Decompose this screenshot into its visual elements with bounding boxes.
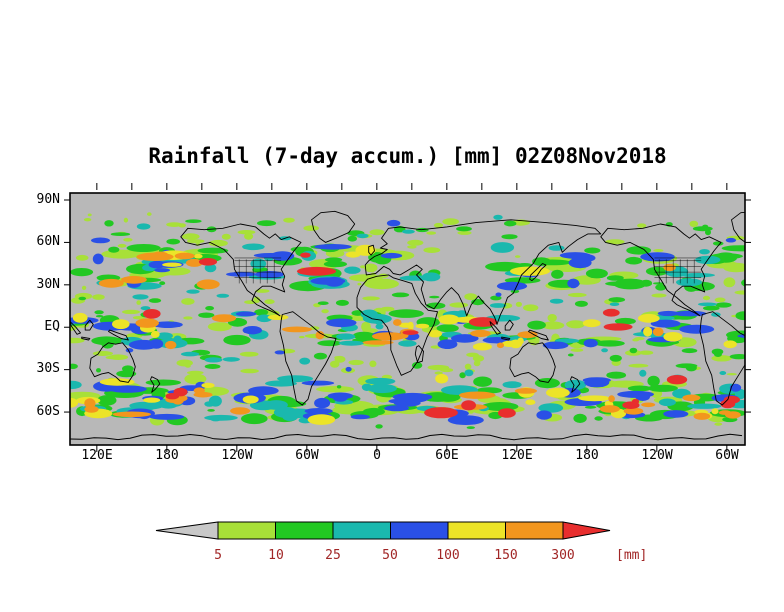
world-rainfall-map [64,183,751,452]
lon-tick-label: 180 [575,448,599,463]
lat-tick-label: 60S [36,404,60,419]
lon-tick-label: 120W [221,448,253,463]
lon-tick-label: 120W [641,448,673,463]
colorbar-level-label: 150 [494,548,518,563]
colorbar-level-label: 300 [551,548,575,563]
lat-tick-label: 30S [36,361,60,376]
colorbar-level-label: 100 [436,548,460,563]
lon-tick-label: 0 [373,448,381,463]
colorbar-level-label: 25 [325,548,341,563]
colorbar-level-label: 50 [382,548,398,563]
colorbar [155,521,611,540]
lat-tick-label: EQ [44,319,60,334]
lon-tick-label: 120E [501,448,533,463]
lat-tick-label: 60N [36,234,60,249]
lon-tick-label: 60W [715,448,739,463]
lon-tick-label: 60E [435,448,459,463]
chart-title: Rainfall (7-day accum.) [mm] 02Z08Nov201… [148,144,667,168]
colorbar-level-label: 10 [268,548,284,563]
lon-tick-label: 60W [295,448,319,463]
lon-tick-label: 180 [155,448,179,463]
colorbar-level-label: 5 [214,548,222,563]
lat-tick-label: 90N [36,192,60,207]
lat-tick-label: 30N [36,277,60,292]
colorbar-unit-label: [mm] [616,548,648,563]
lon-tick-label: 120E [81,448,113,463]
